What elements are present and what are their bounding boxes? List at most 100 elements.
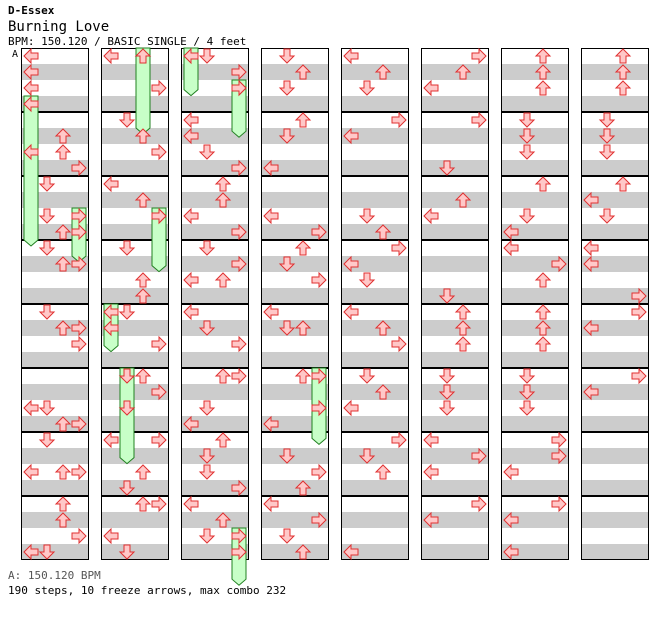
step-arrow-down <box>278 320 296 336</box>
step-arrow-right <box>231 79 247 97</box>
step-arrow-right <box>71 463 87 481</box>
stripe <box>101 448 169 464</box>
step-arrow-down <box>198 448 216 464</box>
measure-box <box>501 432 569 496</box>
freeze-head-arrow <box>118 368 136 384</box>
step-arrow-up <box>134 368 152 384</box>
measure-box <box>181 496 249 560</box>
stripe <box>501 352 569 368</box>
stripe <box>421 544 489 560</box>
step-arrow-down <box>198 464 216 480</box>
step-arrow-right <box>71 335 87 353</box>
step-arrow-left <box>423 207 439 225</box>
step-arrow-up <box>454 192 472 208</box>
stripe <box>341 64 409 80</box>
step-arrow-up <box>54 320 72 336</box>
step-arrow-down <box>38 400 56 416</box>
step-arrow-down <box>198 240 216 256</box>
measure-box <box>21 112 89 176</box>
freeze-arrow <box>23 95 39 247</box>
stripe <box>341 416 409 432</box>
stripe <box>341 288 409 304</box>
step-arrow-right <box>391 111 407 129</box>
step-arrow-up <box>54 224 72 240</box>
step-arrow-up <box>614 176 632 192</box>
stripe <box>21 288 89 304</box>
measure-box <box>181 48 249 112</box>
step-arrow-right <box>71 415 87 433</box>
step-arrow-up <box>614 80 632 96</box>
step-arrow-left <box>503 223 519 241</box>
step-arrow-up <box>214 272 232 288</box>
step-arrow-down <box>358 80 376 96</box>
step-arrow-left <box>343 303 359 321</box>
step-arrow-right <box>231 63 247 81</box>
step-arrow-left <box>183 111 199 129</box>
measure-box <box>501 496 569 560</box>
measure-box <box>181 240 249 304</box>
stripe <box>261 512 329 528</box>
stripe <box>101 384 169 400</box>
steps-summary: 190 steps, 10 freeze arrows, max combo 2… <box>8 584 287 597</box>
step-arrow-left <box>423 79 439 97</box>
step-arrow-right <box>151 495 167 513</box>
stripe <box>101 416 169 432</box>
stripe <box>261 544 329 560</box>
step-arrow-down <box>358 368 376 384</box>
stripe <box>501 64 569 80</box>
stripe <box>261 320 329 336</box>
measure-box <box>101 304 169 368</box>
step-arrow-left <box>23 47 39 65</box>
measure-box <box>421 112 489 176</box>
measure-box <box>581 240 649 304</box>
step-arrow-down <box>198 320 216 336</box>
stripe <box>501 384 569 400</box>
step-arrow-down <box>278 256 296 272</box>
step-arrow-right <box>471 495 487 513</box>
stripe <box>21 384 89 400</box>
step-arrow-down <box>118 544 136 560</box>
step-arrow-left <box>23 63 39 81</box>
stripe <box>421 288 489 304</box>
step-arrow-down <box>198 48 216 64</box>
step-arrow-up <box>294 320 312 336</box>
stripe <box>501 448 569 464</box>
step-arrow-down <box>438 400 456 416</box>
measure-box <box>181 432 249 496</box>
freeze-arrow <box>151 207 167 273</box>
measure-box <box>341 496 409 560</box>
stripe <box>261 480 329 496</box>
song-artist: D-Essex <box>8 4 55 17</box>
stripe <box>581 192 649 208</box>
measure-box <box>341 112 409 176</box>
stripe <box>501 128 569 144</box>
step-arrow-up <box>294 544 312 560</box>
stripe <box>21 416 89 432</box>
step-arrow-up <box>134 464 152 480</box>
stripe <box>101 192 169 208</box>
measure-box <box>21 368 89 432</box>
stripe <box>101 288 169 304</box>
step-arrow-down <box>598 208 616 224</box>
stripe <box>581 512 649 528</box>
measure-box <box>101 432 169 496</box>
step-arrow-right <box>151 79 167 97</box>
step-arrow-up <box>534 48 552 64</box>
measure-box <box>21 176 89 240</box>
step-arrow-left <box>343 399 359 417</box>
measure-box <box>421 432 489 496</box>
step-arrow-left <box>503 463 519 481</box>
stripe <box>21 352 89 368</box>
stripe <box>181 192 249 208</box>
step-arrow-right <box>71 319 87 337</box>
step-arrow-right <box>391 335 407 353</box>
stripe <box>341 448 409 464</box>
step-arrow-down <box>598 112 616 128</box>
step-arrow-up <box>54 416 72 432</box>
stripe <box>101 480 169 496</box>
stripe <box>581 288 649 304</box>
step-arrow-down <box>518 384 536 400</box>
measure-box <box>261 304 329 368</box>
measure-box <box>341 304 409 368</box>
